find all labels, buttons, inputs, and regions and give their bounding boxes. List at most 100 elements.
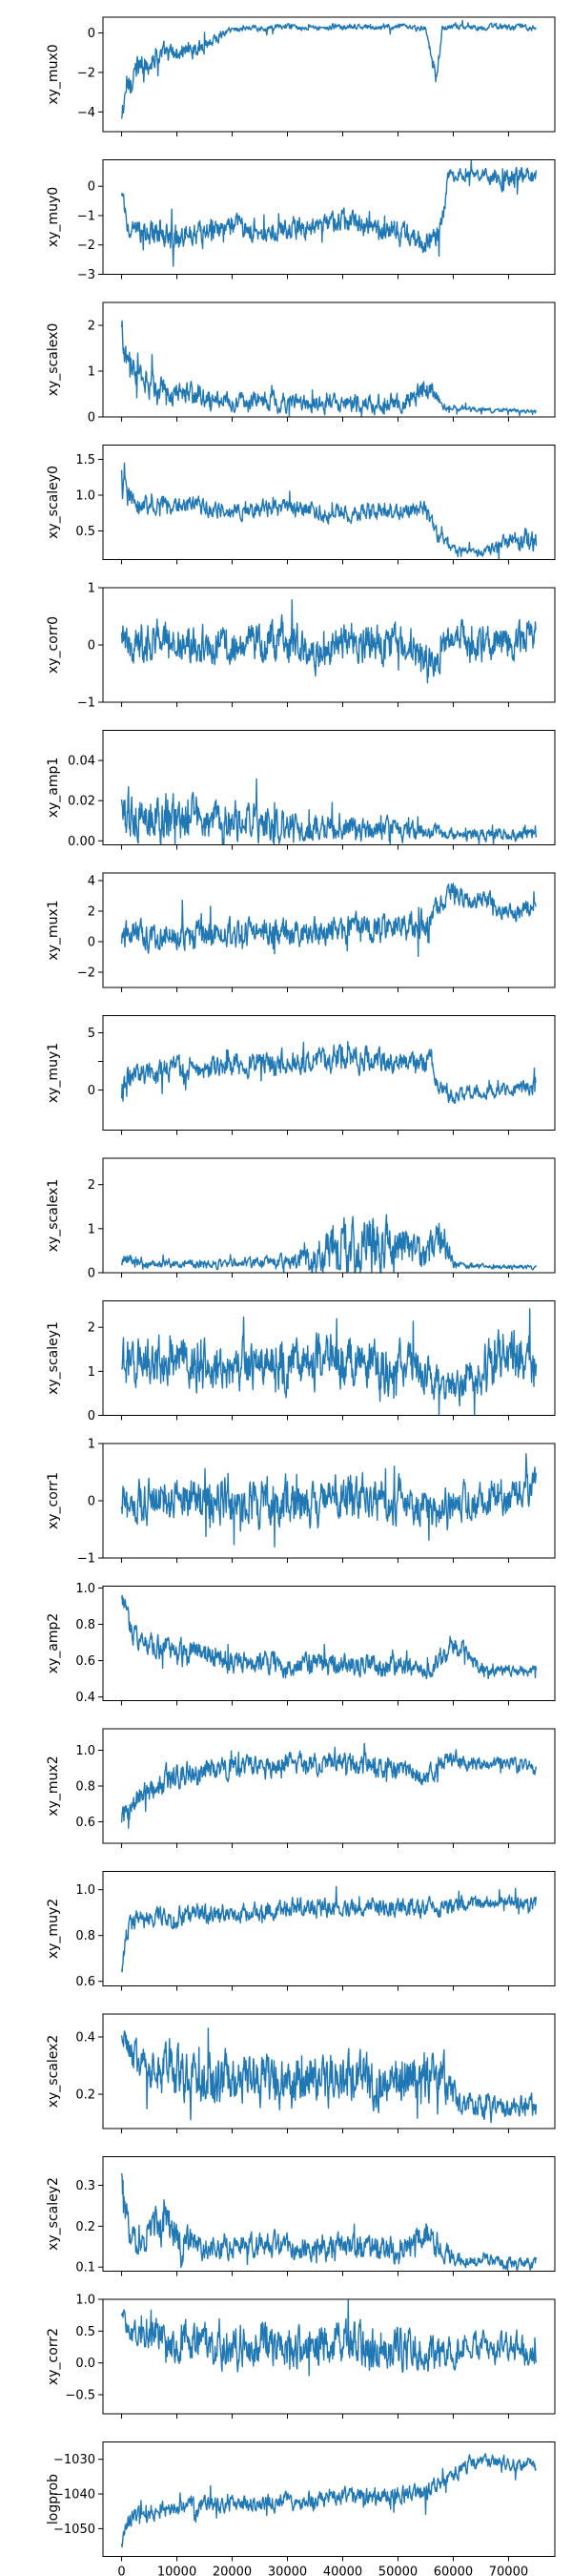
y-axis-label: xy_scalex0 <box>46 323 61 397</box>
axes-frame <box>102 1871 556 1986</box>
panel-xy_corr2: −0.5 0.0 0.5 1.0 xy_corr2 <box>46 2294 556 2419</box>
y-tick-label: 1.0 <box>75 1744 95 1758</box>
y-tick-label: 0.6 <box>75 1975 95 1989</box>
y-tick-label: 0.3 <box>75 2179 95 2193</box>
trace-line-xy_corr0 <box>120 599 537 684</box>
y-axis-label: xy_scaley0 <box>46 466 61 539</box>
y-tick-label: 1 <box>88 1438 95 1452</box>
axes-frame <box>102 1157 556 1274</box>
axes-frame <box>102 872 556 988</box>
axes-frame <box>102 1586 556 1701</box>
y-tick-label: 0.6 <box>75 1816 95 1830</box>
y-tick-label: 1.0 <box>75 489 95 504</box>
y-axis-label: logprob <box>46 2474 61 2524</box>
y-tick-label: 1 <box>88 365 95 380</box>
y-tick-label: 0 <box>88 411 95 426</box>
trace-line-xy_scaley1 <box>121 1308 538 1416</box>
y-tick-label: 0 <box>88 1409 95 1423</box>
y-tick-label: 0.02 <box>68 795 95 809</box>
y-tick-label: 1 <box>88 1222 95 1236</box>
axes-frame <box>102 2441 556 2557</box>
trace-line-xy_muy1 <box>120 1041 537 1104</box>
y-axis-label: xy_scaley1 <box>46 1321 61 1395</box>
y-axis-label: xy_scaley2 <box>46 2177 61 2251</box>
y-tick-label: 0.04 <box>68 755 95 769</box>
y-axis-label: xy_scalex1 <box>46 1179 61 1253</box>
panel-xy_amp1: 0.00 0.02 0.04 xy_amp1 <box>46 730 556 850</box>
y-tick-label: −3 <box>77 268 95 282</box>
y-axis-label: xy_amp2 <box>46 1613 61 1674</box>
trace-line-logprob <box>120 2452 537 2548</box>
panel-xy_scaley1: 0 1 2 xy_scaley1 <box>46 1300 556 1423</box>
y-tick-label: 0 <box>88 1084 95 1098</box>
y-tick-label: −1 <box>77 209 95 223</box>
y-axis-label: xy_mux2 <box>46 1755 61 1816</box>
x-tick-label: 60000 <box>434 2566 473 2576</box>
panel-xy_muy2: 0.6 0.8 1.0 xy_muy2 <box>46 1871 556 1991</box>
y-tick-label: −2 <box>77 239 95 253</box>
y-tick-label: 0.8 <box>75 1618 95 1632</box>
trace-line-xy_mux2 <box>120 1742 538 1829</box>
y-tick-label: −1050 <box>53 2523 95 2537</box>
axes-frame <box>102 301 556 418</box>
y-tick-label: 1.0 <box>75 1883 95 1898</box>
y-tick-label: 0 <box>88 180 95 195</box>
y-tick-label: 1.5 <box>75 453 95 467</box>
y-tick-label: −1030 <box>53 2453 95 2467</box>
x-tick-label: 70000 <box>489 2566 528 2576</box>
panel-stack: −4−20xy_mux0−3−2−10xy_muy0012xy_scalex00… <box>46 16 556 2576</box>
y-tick-label: −1040 <box>53 2488 95 2503</box>
y-tick-label: 1.0 <box>75 2294 95 2308</box>
y-axis-label: xy_mux0 <box>46 44 61 104</box>
panel-xy_amp2: 0.4 0.6 0.8 1.0 xy_amp2 <box>46 1582 556 1706</box>
y-tick-label: −2 <box>77 66 95 80</box>
panel-xy_scaley0: 0.5 1.0 1.5 xy_scaley0 <box>46 445 556 565</box>
panel-xy_muy1: 0 5 xy_muy1 <box>46 1015 556 1135</box>
panel-xy_corr0: −1 0 1 xy_corr0 <box>46 582 556 711</box>
y-axis-label: xy_muy2 <box>46 1899 61 1959</box>
y-tick-label: 0.1 <box>75 2261 95 2275</box>
trace-line-xy_corr2 <box>120 2299 538 2377</box>
y-tick-label: 0 <box>88 1267 95 1281</box>
axes-frame <box>102 1015 556 1131</box>
panel-xy_scalex0: 0 1 2 xy_scalex0 <box>46 301 556 426</box>
x-tick-label: 10000 <box>157 2566 196 2576</box>
y-axis-label: xy_mux1 <box>46 900 61 960</box>
panel-xy_scaley2: 0.1 0.2 0.3 xy_scaley2 <box>46 2156 556 2276</box>
trace-line-xy_corr1 <box>120 1452 538 1548</box>
panel-xy_mux0: −4 −2 0 xy_mux0 <box>46 16 556 136</box>
y-tick-label: 0 <box>88 27 95 41</box>
trace-line-xy_scalex1 <box>120 1214 538 1273</box>
y-tick-label: 0.4 <box>75 2031 95 2046</box>
y-tick-label: 0.2 <box>75 2220 95 2234</box>
panel-xy_muy0: −3 −2 −1 0 xy_muy0 <box>46 159 556 282</box>
y-tick-label: 0 <box>88 936 95 950</box>
y-tick-label: 0.00 <box>68 835 95 849</box>
y-tick-label: 1 <box>88 582 95 596</box>
y-axis-label: xy_corr1 <box>46 1472 61 1529</box>
y-axis-label: xy_corr0 <box>46 616 61 674</box>
axes-frame <box>102 2013 556 2129</box>
y-axis-label: xy_corr2 <box>46 2328 61 2385</box>
panel-xy_mux1: −2 0 2 4 xy_mux1 <box>46 872 556 992</box>
y-tick-label: 0.8 <box>75 1929 95 1943</box>
y-tick-label: 0.6 <box>75 1654 95 1669</box>
panel-xy_corr1: −1 0 1 xy_corr1 <box>46 1438 556 1567</box>
panel-xy_mux2: 0.6 0.8 1.0 xy_mux2 <box>46 1728 556 1848</box>
axes-frame <box>102 2298 556 2415</box>
axes-frame <box>102 16 556 133</box>
y-tick-label: 0.0 <box>75 2357 95 2371</box>
y-tick-label: 2 <box>88 1321 95 1336</box>
x-tick-label: 30000 <box>268 2566 307 2576</box>
axes-frame <box>102 1300 556 1416</box>
y-axis-label: xy_scalex2 <box>46 2035 61 2109</box>
axes-frame <box>102 2156 556 2272</box>
y-tick-label: −1 <box>77 696 95 711</box>
y-tick-label: −2 <box>77 966 95 981</box>
x-tick-label: 50000 <box>378 2566 418 2576</box>
y-tick-label: 0.4 <box>75 1691 95 1705</box>
y-tick-label: 0 <box>88 639 95 654</box>
panel-xy_scalex1: 0 1 2 xy_scalex1 <box>46 1157 556 1281</box>
y-tick-label: −4 <box>77 106 95 120</box>
